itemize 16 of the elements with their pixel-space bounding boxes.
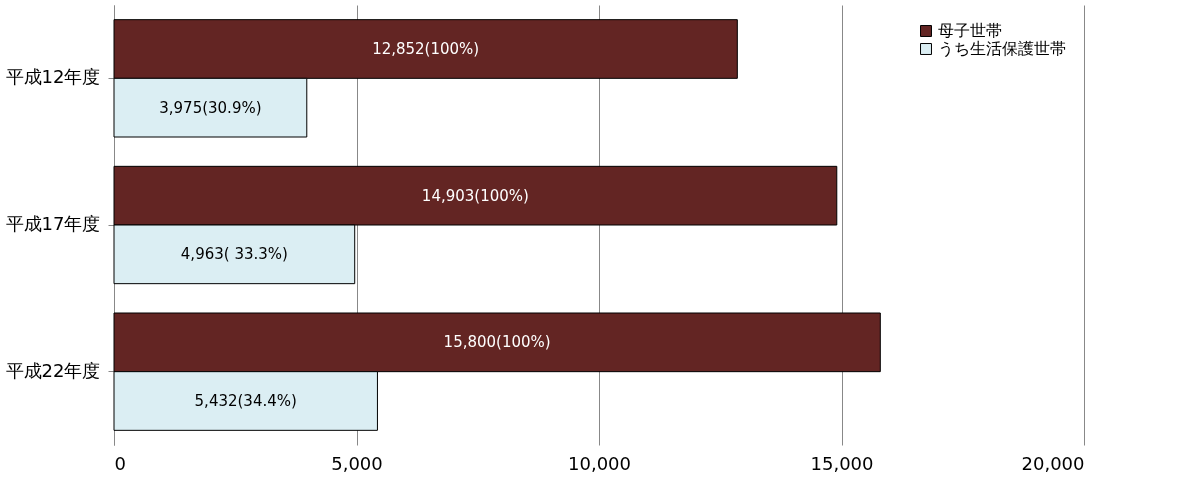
y-tick-label: 平成17年度 [5, 213, 101, 234]
x-tick-label: 0 [114, 452, 126, 474]
data-label: 14,903(100%) [421, 186, 529, 205]
legend-label: 母子世帯 [938, 21, 1002, 40]
data-label: 4,963( 33.3%) [180, 245, 288, 264]
x-tick-label: 20,000 [1021, 452, 1085, 474]
x-tick-label: 10,000 [568, 452, 631, 474]
y-tick-label: 平成22年度 [5, 359, 101, 381]
x-tick-label: 5,000 [331, 452, 383, 474]
y-tick-label: 平成12年度 [5, 66, 101, 88]
data-label: 12,852(100%) [372, 40, 480, 58]
x-tick-label: 15,000 [810, 452, 874, 474]
legend-label: うち生活保護世帯 [938, 39, 1066, 58]
data-label: 3,975(30.9%) [159, 98, 262, 117]
data-label: 5,432(34.4%) [194, 392, 297, 410]
data-label: 15,800(100%) [443, 333, 551, 352]
